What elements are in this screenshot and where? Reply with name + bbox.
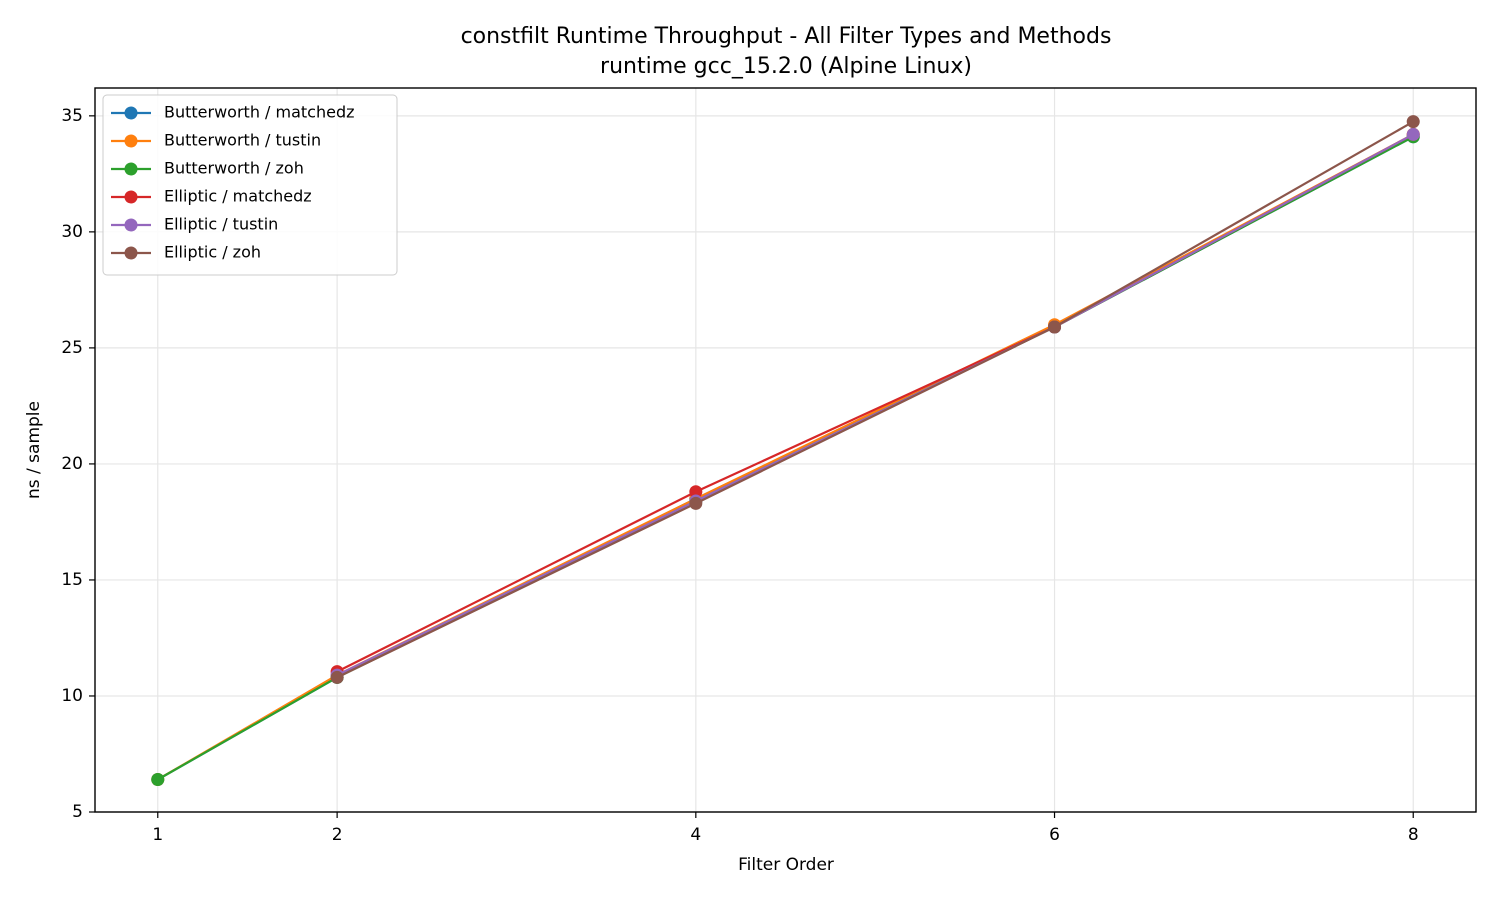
y-tick-label: 10: [61, 686, 83, 706]
data-point: [1406, 127, 1420, 141]
x-tick-label: 4: [690, 825, 701, 845]
legend-label: Elliptic / tustin: [164, 215, 278, 234]
series-line: [336, 133, 1414, 677]
y-tick-label: 15: [61, 570, 83, 590]
legend-marker: [124, 218, 138, 232]
x-tick-label: 6: [1049, 825, 1060, 845]
y-tick-label: 30: [61, 222, 83, 242]
x-tick-label: 2: [332, 825, 343, 845]
y-tick-label: 35: [61, 106, 83, 126]
y-axis-label: ns / sample: [24, 401, 44, 499]
chart-subtitle: runtime gcc_15.2.0 (Alpine Linux): [600, 54, 972, 79]
chart-title: constfilt Runtime Throughput - All Filte…: [461, 24, 1112, 49]
series-line: [336, 120, 1414, 679]
y-tick-label: 25: [61, 338, 83, 358]
data-point: [1406, 115, 1420, 129]
x-axis-label: Filter Order: [738, 855, 834, 875]
data-point: [689, 485, 703, 499]
legend-marker: [124, 106, 138, 120]
legend-label: Butterworth / tustin: [164, 131, 321, 150]
y-tick-label: 20: [61, 454, 83, 474]
legend-box: [102, 94, 398, 276]
data-point: [1048, 320, 1062, 334]
x-tick-label: 8: [1408, 825, 1419, 845]
data-point: [689, 496, 703, 510]
legend-marker: [124, 134, 138, 148]
legend-label: Butterworth / zoh: [164, 159, 304, 178]
data-point: [330, 670, 344, 684]
legend-marker: [124, 246, 138, 260]
legend-marker: [124, 162, 138, 176]
y-tick-label: 5: [72, 802, 83, 822]
legend-label: Butterworth / matchedz: [164, 103, 355, 122]
legend-label: Elliptic / matchedz: [164, 187, 312, 206]
legend-marker: [124, 190, 138, 204]
legend: Butterworth / matchedz Butterworth / tust…: [102, 94, 398, 276]
plot-frame: [94, 87, 1477, 813]
legend-label: Elliptic / zoh: [164, 243, 261, 262]
x-tick-label: 1: [152, 825, 163, 845]
data-point: [151, 773, 165, 787]
